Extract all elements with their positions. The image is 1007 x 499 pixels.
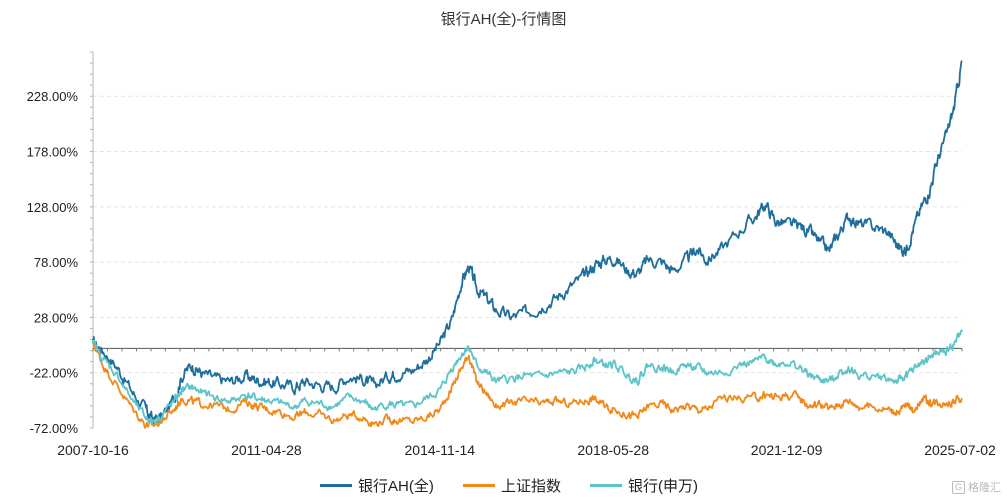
y-tick-label: 78.00% [34, 255, 79, 270]
x-tick-label: 2025-07-02 [924, 442, 996, 458]
legend: 银行AH(全) 上证指数 银行(申万) [0, 474, 1007, 496]
tick-label-layer: 228.00% 178.00% 128.00% 78.00% 28.00% -22.00%… [27, 89, 996, 458]
x-tick-label: 2018-05-28 [577, 442, 649, 458]
legend-swatch [590, 483, 622, 487]
watermark: G 格隆汇 [952, 479, 1001, 495]
legend-item-bank-sw: 银行(申万) [590, 474, 698, 496]
chart-title: 银行AH(全)-行情图 [440, 11, 567, 28]
grid-layer [93, 95, 962, 374]
legend-item-sse-index: 上证指数 [463, 474, 561, 496]
axis-layer [90, 51, 963, 429]
x-tick-label: 2014-11-14 [405, 442, 476, 458]
legend-item-bank-ah: 银行AH(全) [320, 474, 434, 496]
watermark-text: 格隆汇 [968, 482, 1001, 494]
legend-label: 银行(申万) [628, 477, 698, 495]
y-tick-label: 178.00% [27, 145, 79, 160]
x-tick-label: 2021-12-09 [751, 442, 823, 458]
legend-label: 银行AH(全) [358, 477, 434, 495]
series-line-1 [92, 60, 963, 425]
legend-swatch [463, 483, 495, 487]
x-tick-label: 2007-10-16 [57, 442, 129, 458]
y-tick-label: 128.00% [27, 200, 79, 215]
legend-swatch [320, 483, 352, 487]
series-layer [92, 60, 963, 429]
legend-label: 上证指数 [501, 477, 562, 495]
y-tick-label: -72.00% [30, 421, 79, 436]
series-line-2 [92, 342, 963, 429]
x-tick-label: 2011-04-28 [231, 442, 302, 458]
watermark-logo-icon: G [952, 480, 965, 494]
series-line-3 [92, 329, 963, 425]
y-tick-label: -22.00% [30, 366, 79, 381]
y-tick-label: 28.00% [34, 310, 79, 325]
y-tick-label: 228.00% [27, 89, 79, 104]
